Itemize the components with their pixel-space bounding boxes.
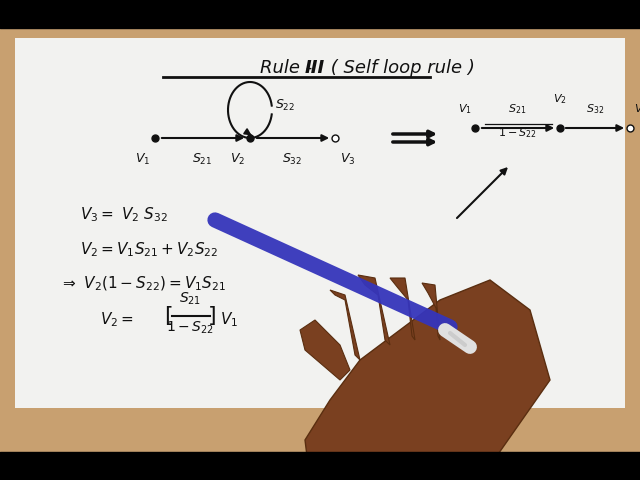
- Polygon shape: [305, 280, 550, 480]
- Text: $V_1$: $V_1$: [134, 152, 150, 167]
- Text: $S_{32}$: $S_{32}$: [282, 152, 302, 167]
- Text: $S_{22}$: $S_{22}$: [275, 97, 295, 112]
- Text: ( Self loop rule ): ( Self loop rule ): [325, 59, 475, 77]
- Text: $V_3$: $V_3$: [340, 152, 355, 167]
- Text: $1-S_{22}$: $1-S_{22}$: [166, 320, 214, 336]
- Text: $S_{21}$: $S_{21}$: [192, 152, 212, 167]
- Text: [: [: [164, 306, 172, 326]
- Text: ]: ]: [208, 306, 216, 326]
- Text: $V_3$: $V_3$: [634, 102, 640, 116]
- Text: $\Rightarrow \ V_2(1-S_{22}) = V_1 S_{21}$: $\Rightarrow \ V_2(1-S_{22}) = V_1 S_{21…: [60, 275, 226, 293]
- Polygon shape: [300, 320, 350, 380]
- Text: $V_2 = V_1 S_{21} + V_2 S_{22}$: $V_2 = V_1 S_{21} + V_2 S_{22}$: [80, 240, 218, 259]
- Text: $V_3 = \ V_2 \ S_{32}$: $V_3 = \ V_2 \ S_{32}$: [80, 205, 168, 224]
- Text: III: III: [305, 59, 325, 77]
- Polygon shape: [390, 278, 415, 340]
- Text: $S_{32}$: $S_{32}$: [586, 102, 604, 116]
- Text: Rule -: Rule -: [260, 59, 318, 77]
- Text: $V_1$: $V_1$: [458, 102, 472, 116]
- Text: $V_2 = $: $V_2 = $: [100, 310, 134, 329]
- Text: $1-S_{22}$: $1-S_{22}$: [497, 126, 536, 140]
- Text: $S_{21}$: $S_{21}$: [508, 102, 526, 116]
- Text: $V_1$: $V_1$: [220, 310, 238, 329]
- Polygon shape: [358, 275, 390, 345]
- Polygon shape: [330, 290, 360, 360]
- FancyBboxPatch shape: [15, 38, 625, 408]
- Text: $V_2$: $V_2$: [230, 152, 245, 167]
- Text: $V_2$: $V_2$: [553, 92, 567, 106]
- Polygon shape: [422, 283, 440, 340]
- Text: $S_{21}$: $S_{21}$: [179, 290, 201, 307]
